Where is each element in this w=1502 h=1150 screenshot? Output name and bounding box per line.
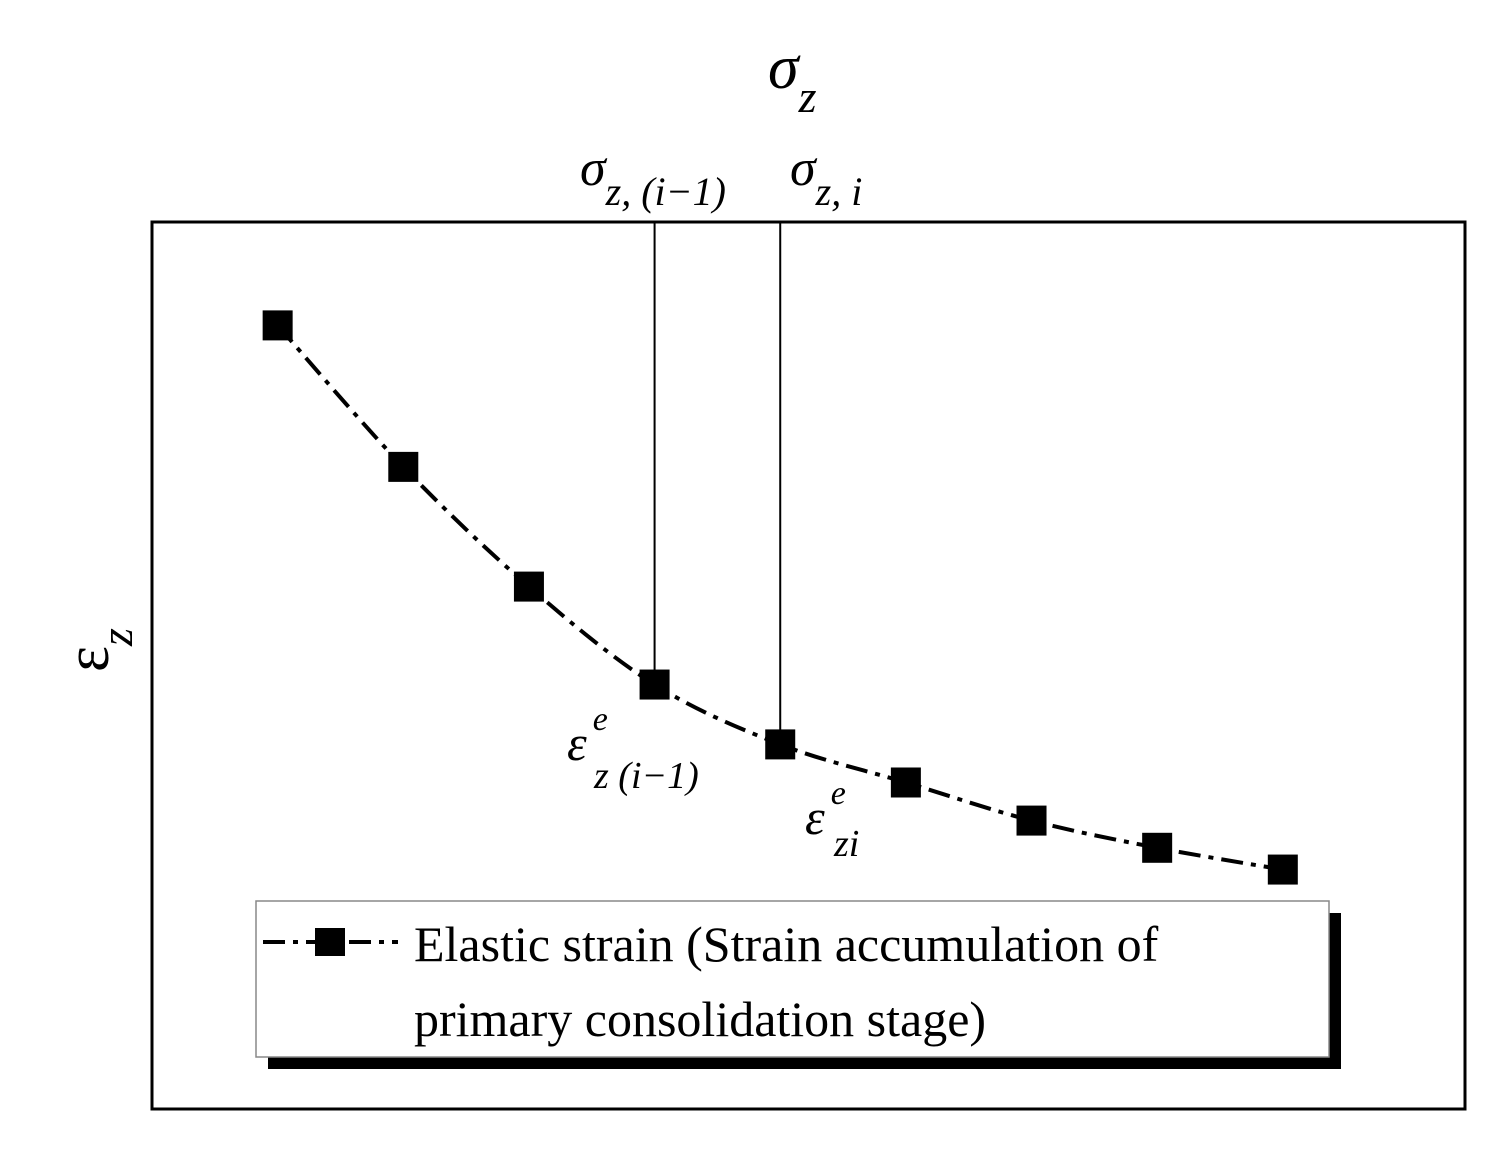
data-point-3 (513, 571, 544, 602)
annotation-strain-prev-symbol: ε (567, 715, 587, 771)
y-axis-label: εz (54, 628, 142, 672)
data-point-8 (1142, 832, 1173, 863)
annotation-strain-curr-symbol: ε (805, 789, 825, 845)
y-axis-label-sub: z (91, 628, 142, 647)
reference-label-curr: σz, i (790, 140, 862, 214)
series-line (276, 324, 1284, 872)
data-point-1 (262, 310, 293, 341)
data-point-9 (1267, 854, 1298, 885)
data-point-6 (890, 767, 921, 798)
x-axis-label: σz (768, 34, 817, 122)
x-axis-label-sub: z (798, 71, 817, 122)
annotation-strain-prev-subscript: z (i−1) (593, 755, 699, 797)
annotation-strain-curr-subscript: zi (833, 823, 859, 865)
legend-marker-sample (315, 928, 345, 956)
y-axis-label-symbol: ε (54, 646, 122, 672)
legend-entry-line2: primary consolidation stage) (414, 991, 986, 1047)
annotation-strain-curr-sup: e (831, 775, 846, 812)
legend-box (255, 900, 1330, 1058)
legend-entry-line1: Elastic strain (Strain accumulation of (414, 916, 1159, 972)
data-point-5 (765, 729, 796, 760)
reference-label-prev-sub: z, (i−1) (605, 169, 726, 214)
legend: Elastic strain (Strain accumulation of p… (255, 900, 1341, 1069)
series-elastic-strain (262, 310, 1298, 885)
reference-label-prev: σz, (i−1) (580, 140, 726, 214)
x-axis-label-symbol: σ (768, 34, 801, 102)
plot-frame (150, 220, 1467, 1111)
data-point-4 (639, 669, 670, 700)
data-point-7 (1016, 805, 1047, 836)
reference-label-curr-symbol: σ (790, 140, 818, 197)
reference-label-curr-sub: z, i (815, 169, 863, 214)
reference-label-prev-symbol: σ (580, 140, 608, 197)
data-point-2 (388, 451, 419, 482)
annotation-strain-prev-sup: e (593, 701, 608, 738)
